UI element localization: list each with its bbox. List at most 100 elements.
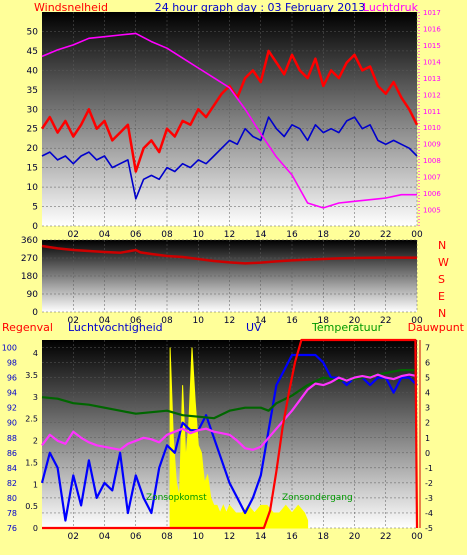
temp-tick-label: -1 bbox=[425, 464, 433, 473]
gust-series-line bbox=[40, 49, 419, 173]
temp-tick-label: -2 bbox=[425, 479, 433, 488]
x-tick-label: 22 bbox=[380, 316, 391, 326]
temp-tick-label: 4 bbox=[425, 389, 430, 398]
rain-tick-label: 1.5 bbox=[25, 458, 38, 467]
y-tick-label: 0 bbox=[32, 222, 38, 232]
x-tick-label: 02 bbox=[68, 316, 79, 326]
rain-tick-label: 2 bbox=[33, 437, 38, 446]
humidity-tick-label: 96 bbox=[7, 374, 17, 383]
compass-e: E bbox=[438, 290, 445, 303]
temp-tick-label: 2 bbox=[425, 419, 430, 428]
x-tick-label: 12 bbox=[224, 316, 235, 326]
humidity-tick-label: 92 bbox=[7, 404, 17, 413]
y-tick-label: 0 bbox=[32, 308, 38, 318]
rain-tick-label: 0.5 bbox=[25, 502, 38, 511]
x-tick-label: 22 bbox=[380, 230, 391, 240]
y-tick-label: 50 bbox=[27, 27, 39, 37]
x-tick-label: 06 bbox=[130, 316, 142, 326]
x-tick-label: 20 bbox=[349, 230, 361, 240]
pressure-series-line bbox=[41, 32, 417, 209]
x-tick-label: 06 bbox=[130, 230, 142, 240]
y-tick-label: 180 bbox=[21, 272, 38, 282]
humidity-tick-label: 100 bbox=[2, 344, 17, 353]
x-tick-label: 00 bbox=[411, 532, 423, 542]
wind-panel bbox=[42, 12, 417, 226]
y-tick-label: 45 bbox=[27, 47, 38, 57]
y2-tick-label: 1011 bbox=[423, 108, 441, 116]
x-tick-label: 00 bbox=[411, 230, 423, 240]
y2-tick-label: 1015 bbox=[423, 42, 441, 50]
y2-tick-label: 1013 bbox=[423, 75, 441, 83]
y-tick-label: 360 bbox=[21, 236, 38, 246]
rain-tick-label: 0 bbox=[33, 524, 38, 533]
x-tick-label: 10 bbox=[193, 316, 205, 326]
temp-tick-label: 7 bbox=[425, 344, 430, 353]
compass-s: S bbox=[438, 273, 445, 286]
x-tick-label: 12 bbox=[224, 532, 235, 542]
rain-tick-label: 3.5 bbox=[25, 371, 38, 380]
sunrise-annotation: Zonsopkomst bbox=[146, 493, 207, 503]
x-tick-label: 14 bbox=[255, 532, 267, 542]
y-tick-label: 90 bbox=[27, 290, 39, 300]
y-tick-label: 35 bbox=[27, 86, 38, 96]
x-tick-label: 18 bbox=[318, 532, 330, 542]
humidity-tick-label: 84 bbox=[7, 464, 17, 473]
y-tick-label: 25 bbox=[27, 125, 38, 135]
rain-series-line bbox=[42, 338, 419, 530]
x-tick-label: 14 bbox=[255, 316, 267, 326]
x-tick-label: 08 bbox=[161, 230, 173, 240]
x-tick-label: 08 bbox=[161, 532, 173, 542]
x-tick-label: 20 bbox=[349, 532, 361, 542]
x-tick-label: 16 bbox=[286, 230, 298, 240]
y2-tick-label: 1017 bbox=[423, 9, 441, 17]
x-tick-label: 18 bbox=[318, 230, 330, 240]
chart-title: 24 hour graph day : 03 February 2013 bbox=[155, 1, 366, 14]
x-tick-label: 02 bbox=[68, 532, 79, 542]
x-tick-label: 02 bbox=[68, 230, 79, 240]
x-tick-label: 08 bbox=[161, 316, 173, 326]
temp-tick-label: 5 bbox=[425, 374, 430, 383]
temp-tick-label: 1 bbox=[425, 434, 430, 443]
temp-tick-label: -5 bbox=[425, 524, 433, 533]
dewpoint-series-line bbox=[41, 373, 418, 451]
x-tick-label: 04 bbox=[99, 230, 111, 240]
x-tick-label: 18 bbox=[318, 316, 330, 326]
humidity-tick-label: 80 bbox=[7, 494, 17, 503]
y-tick-label: 40 bbox=[27, 66, 39, 76]
y2-tick-label: 1014 bbox=[423, 58, 441, 66]
y2-tick-label: 1016 bbox=[423, 25, 441, 33]
x-tick-label: 00 bbox=[411, 316, 423, 326]
rain-label: Regenval bbox=[2, 321, 53, 334]
humidity-label: Luchtvochtigheid bbox=[68, 321, 163, 334]
humidity-tick-label: 76 bbox=[7, 524, 17, 533]
humidity-tick-label: 88 bbox=[7, 434, 17, 443]
temperature-label: Temperatuur bbox=[311, 321, 383, 334]
sunset-annotation: Zonsondergang bbox=[282, 493, 353, 503]
x-tick-label: 04 bbox=[99, 316, 111, 326]
y2-tick-label: 1008 bbox=[423, 157, 441, 165]
x-tick-label: 20 bbox=[349, 316, 361, 326]
rain-tick-label: 1 bbox=[33, 480, 38, 489]
x-tick-label: 16 bbox=[286, 316, 298, 326]
temp-tick-label: 0 bbox=[425, 449, 430, 458]
temp-tick-label: -3 bbox=[425, 494, 433, 503]
dewpoint-label: Dauwpunt bbox=[408, 321, 465, 334]
x-tick-label: 04 bbox=[99, 532, 111, 542]
x-tick-label: 06 bbox=[130, 532, 142, 542]
pressure-label: Luchtdruk bbox=[363, 1, 419, 14]
y2-tick-label: 1007 bbox=[423, 174, 441, 182]
x-tick-label: 12 bbox=[224, 230, 235, 240]
x-tick-label: 14 bbox=[255, 230, 267, 240]
y2-tick-label: 1005 bbox=[423, 207, 441, 215]
x-tick-label: 16 bbox=[286, 532, 298, 542]
y-tick-label: 15 bbox=[27, 164, 38, 174]
humidity-tick-label: 90 bbox=[7, 419, 17, 428]
humidity-tick-label: 82 bbox=[7, 479, 17, 488]
compass-n-bottom: N bbox=[438, 307, 446, 320]
compass-n-top: N bbox=[438, 239, 446, 252]
rain-tick-label: 4 bbox=[33, 349, 38, 358]
x-tick-label: 10 bbox=[193, 532, 205, 542]
x-tick-label: 22 bbox=[380, 532, 391, 542]
y2-tick-label: 1006 bbox=[423, 190, 441, 198]
